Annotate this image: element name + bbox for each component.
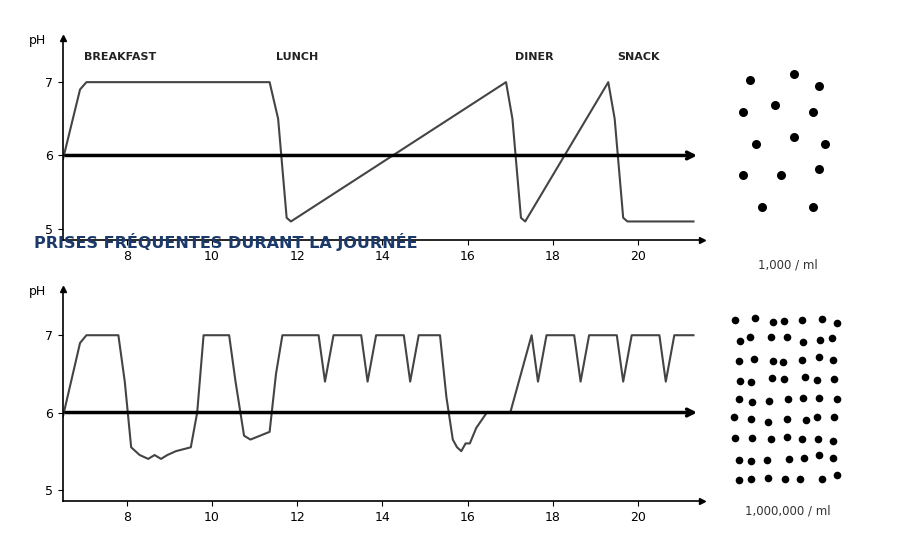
Text: LUNCH: LUNCH [276, 52, 319, 62]
FancyBboxPatch shape [722, 297, 853, 493]
Y-axis label: pH: pH [29, 284, 46, 298]
Text: PLATS PRINCIPAUX SEULEMENTS: PLATS PRINCIPAUX SEULEMENTS [34, 0, 329, 2]
Text: 1,000,000 / ml: 1,000,000 / ml [744, 504, 831, 517]
Text: SNACK: SNACK [616, 52, 660, 62]
Text: PRISES FRÉQUENTES DURANT LA JOURNÉE: PRISES FRÉQUENTES DURANT LA JOURNÉE [34, 233, 418, 251]
Text: BREAKFAST: BREAKFAST [85, 52, 157, 62]
FancyBboxPatch shape [722, 52, 853, 248]
Text: DINER: DINER [515, 52, 554, 62]
Y-axis label: pH: pH [29, 34, 46, 47]
Text: 1,000 / ml: 1,000 / ml [758, 259, 817, 272]
